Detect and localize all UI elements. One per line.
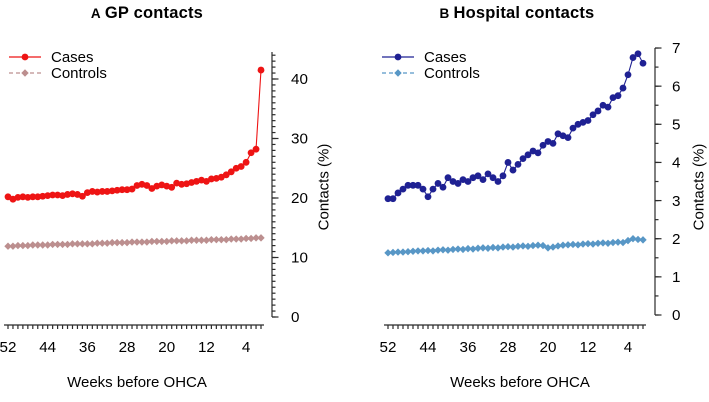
x-axis <box>384 324 646 329</box>
legend-item-controls: Controls <box>381 64 480 82</box>
panel-gp-contacts: A GP contacts Cases Controls 0 10 20 30 40 52 4… <box>0 4 333 391</box>
x-tick-label: 36 <box>79 339 96 356</box>
y-tick-label: 40 <box>291 71 308 88</box>
x-tick-label: 4 <box>624 339 632 356</box>
panel-letter: A <box>90 6 101 21</box>
y-tick-label: 1 <box>672 269 680 286</box>
series-cases <box>4 66 265 203</box>
panel-title: B Hospital contacts <box>440 4 595 23</box>
x-tick-label: 52 <box>380 339 397 356</box>
legend-controls-glyph <box>382 69 414 77</box>
legend-item-cases: Cases <box>381 48 480 66</box>
legend: Cases Controls <box>8 48 107 82</box>
x-tick-label: 36 <box>460 339 477 356</box>
x-tick-label: 44 <box>39 339 56 356</box>
y-tick-label: 20 <box>291 190 308 207</box>
legend: Cases Controls <box>381 48 480 82</box>
y-tick-label: 10 <box>291 250 308 267</box>
y-tick-label: 3 <box>672 193 680 210</box>
y-tick-label: 30 <box>291 131 308 148</box>
y-tick-label: 7 <box>672 40 680 57</box>
y-tick-label: 4 <box>672 155 680 172</box>
y-axis <box>654 47 662 316</box>
panel-letter: B <box>439 6 450 21</box>
series-controls <box>384 235 647 257</box>
legend-controls-glyph <box>9 69 41 77</box>
y-tick-label: 6 <box>672 78 680 95</box>
panel-title: A GP contacts <box>91 4 203 23</box>
legend-cases-glyph <box>9 53 41 61</box>
series-cases <box>384 50 647 203</box>
x-axis <box>4 324 264 329</box>
x-tick-label: 52 <box>0 339 16 356</box>
legend-label-cases: Cases <box>51 48 94 66</box>
y-tick-label: 0 <box>672 307 680 324</box>
y-tick-label: 2 <box>672 231 680 248</box>
x-axis-label: Weeks before OHCA <box>450 374 590 391</box>
legend-item-controls: Controls <box>8 64 107 82</box>
x-tick-label: 20 <box>540 339 557 356</box>
x-tick-label: 12 <box>580 339 597 356</box>
y-tick-label: 5 <box>672 117 680 134</box>
x-axis-label: Weeks before OHCA <box>67 374 207 391</box>
legend-cases-glyph <box>382 53 414 61</box>
y-axis <box>271 52 279 318</box>
x-tick-label: 12 <box>198 339 215 356</box>
y-axis-label: Contacts (%) <box>315 143 333 231</box>
legend-item-cases: Cases <box>8 48 107 66</box>
x-tick-label: 20 <box>158 339 175 356</box>
legend-label-controls: Controls <box>424 64 480 82</box>
x-tick-label: 28 <box>500 339 517 356</box>
x-tick-label: 28 <box>119 339 136 356</box>
x-tick-label: 44 <box>420 339 437 356</box>
panel-title-text: Hospital contacts <box>453 4 595 22</box>
legend-label-cases: Cases <box>424 48 467 66</box>
panel-title-text: GP contacts <box>104 4 204 22</box>
legend-label-controls: Controls <box>51 64 107 82</box>
y-tick-label: 0 <box>291 309 299 326</box>
y-axis-label: Contacts (%) <box>690 143 708 231</box>
x-tick-label: 4 <box>242 339 250 356</box>
gp-contacts-plot: 0 10 20 30 40 52 44 36 28 20 12 4 <box>0 52 308 356</box>
series-controls <box>4 234 265 250</box>
